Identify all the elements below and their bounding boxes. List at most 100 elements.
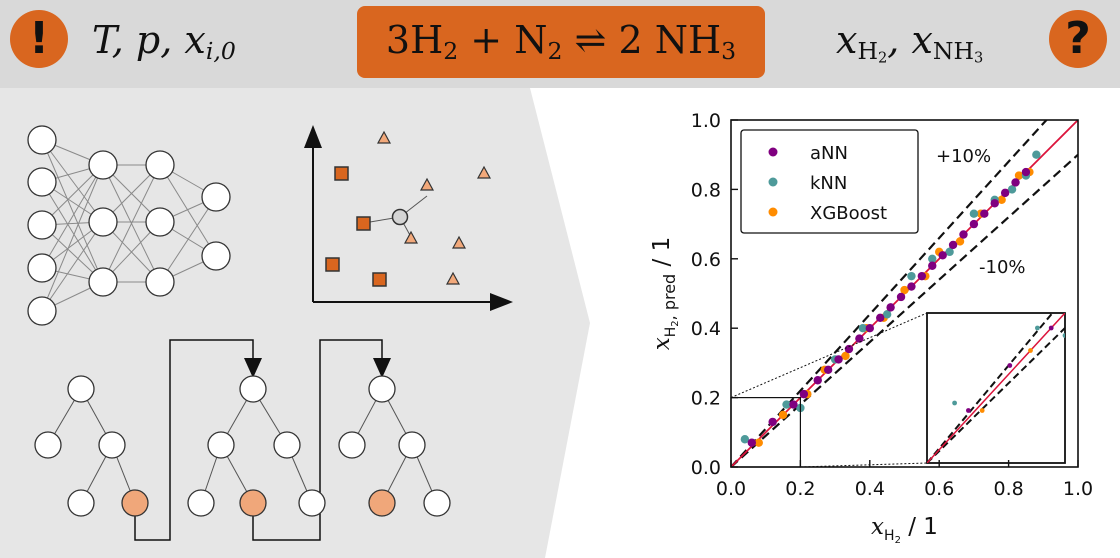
inset-point-xgboost	[979, 408, 985, 413]
y-tick-label: 0.2	[691, 388, 721, 410]
nn-neuron	[88, 150, 118, 180]
point-ann	[855, 334, 864, 343]
input-variables: T, p, xi,0	[92, 18, 236, 63]
tree-node	[423, 489, 451, 517]
nn-neuron	[27, 210, 57, 240]
neural-network-diagram	[27, 125, 231, 326]
tree-node	[98, 431, 126, 459]
point-xgboost	[900, 285, 909, 295]
x-tick-label: 1.0	[1063, 478, 1093, 500]
point-knn	[928, 254, 937, 263]
tree-node	[67, 489, 95, 517]
point-ann	[969, 219, 979, 229]
plot-inner	[731, 120, 1078, 467]
point-ann	[747, 438, 757, 447]
knn-query-point	[391, 208, 409, 226]
reactant-h2: 3H	[385, 18, 444, 62]
output-var-sep: , x	[887, 18, 933, 62]
knn-square	[334, 166, 349, 181]
nn-neuron	[145, 267, 175, 297]
point-ann	[844, 344, 854, 354]
knn-diagram	[304, 125, 513, 311]
y-axis-label: xH2, pred / 1	[649, 237, 681, 350]
point-ann	[799, 389, 809, 399]
inset-parity-line	[927, 313, 1065, 463]
tree-node	[338, 431, 366, 459]
y-tick-label: 0.8	[691, 179, 721, 201]
left-panel-background	[0, 88, 590, 558]
nn-connection	[41, 139, 104, 223]
parity-plot: 0.0 0.2 0.4 0.6 0.8 1.0 0.0 0.2 0.4 0.6 0.8 1.0 xH2 …	[649, 110, 1093, 546]
point-ann	[959, 230, 968, 239]
output-badge-icon: ?	[1049, 10, 1107, 68]
inset-inner	[927, 313, 1065, 463]
tree-node	[273, 431, 301, 459]
point-ann	[813, 376, 822, 385]
tree-connector-arrow	[244, 358, 262, 378]
product-nh3-sub: 3	[721, 36, 737, 65]
knn-triangle	[403, 230, 419, 244]
equilibrium-arrow: ⇌	[562, 18, 619, 62]
nn-connection	[41, 164, 104, 269]
reactant-h2-sub: 2	[443, 36, 459, 65]
knn-triangle	[476, 165, 492, 179]
annotation-plus10: +10%	[936, 146, 991, 167]
tree-node	[67, 375, 95, 403]
nn-connection	[102, 164, 161, 283]
inset-point-ann	[1048, 325, 1054, 331]
y-tick-label: 1.0	[691, 110, 721, 132]
point-ann	[907, 282, 916, 291]
nn-connection	[41, 139, 104, 283]
output-variables: xH2, xNH3	[836, 18, 984, 67]
nn-neuron	[201, 182, 231, 212]
point-ann	[789, 400, 798, 409]
nn-connection	[159, 164, 217, 257]
legend-box	[740, 129, 919, 234]
point-ann	[1021, 167, 1031, 177]
nn-connection	[159, 196, 217, 283]
x-tick-label: 0.8	[993, 478, 1023, 500]
legend-label-knn: kNN	[810, 173, 847, 194]
x-tick-label: 0.0	[716, 478, 746, 500]
point-knn	[969, 209, 979, 218]
tree-connector	[252, 339, 383, 541]
inset-point-knn	[1035, 325, 1040, 331]
inset-band-line	[927, 313, 1054, 463]
knn-square	[325, 257, 340, 272]
band-line	[731, 153, 1078, 467]
tree-node	[34, 431, 62, 459]
tree-node	[187, 489, 215, 517]
point-ann	[990, 199, 999, 208]
point-ann	[938, 251, 947, 260]
knn-square	[356, 216, 371, 231]
nn-neuron	[27, 125, 57, 155]
tree-node	[239, 375, 267, 403]
inset-point-knn	[952, 400, 957, 406]
knn-x-arrow	[490, 293, 513, 311]
inset-connector	[730, 312, 928, 399]
point-ann	[823, 365, 833, 375]
inset-point-xgboost	[1028, 348, 1033, 353]
point-ann	[1000, 188, 1010, 198]
nn-neuron	[88, 267, 118, 297]
legend-marker-knn	[768, 177, 778, 187]
point-ann	[948, 240, 958, 250]
point-knn	[782, 400, 791, 409]
point-ann	[834, 355, 843, 364]
point-ann	[917, 271, 927, 281]
plot-frame	[730, 119, 1079, 468]
tree-connector-arrow	[373, 358, 391, 378]
nn-connection	[41, 221, 104, 312]
product-nh3: 2 NH	[618, 18, 722, 62]
nn-neuron	[27, 253, 57, 283]
point-xgboost	[1014, 171, 1024, 180]
y-tick-label: 0.6	[691, 249, 721, 271]
knn-triangle	[451, 235, 467, 249]
inset-point-ann	[966, 408, 971, 413]
x-axis-label: xH2 / 1	[871, 514, 938, 546]
nn-connection	[41, 164, 104, 312]
output-var-2-sub: NH3	[932, 36, 984, 67]
nn-neuron	[145, 207, 175, 237]
point-knn	[945, 247, 954, 257]
